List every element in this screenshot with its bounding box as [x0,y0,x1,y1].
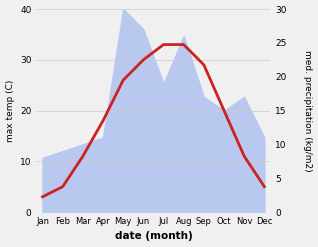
Y-axis label: max temp (C): max temp (C) [5,79,15,142]
Y-axis label: med. precipitation (kg/m2): med. precipitation (kg/m2) [303,50,313,171]
X-axis label: date (month): date (month) [114,231,192,242]
